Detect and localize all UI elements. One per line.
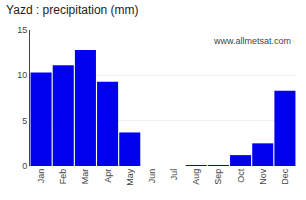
svg-text:0: 0 xyxy=(22,161,27,171)
svg-text:Feb: Feb xyxy=(58,169,68,185)
svg-text:May: May xyxy=(125,168,135,186)
svg-text:Aug: Aug xyxy=(191,169,201,185)
svg-text:Yazd : precipitation (mm): Yazd : precipitation (mm) xyxy=(6,3,139,17)
svg-text:Nov: Nov xyxy=(258,168,268,185)
svg-text:Apr: Apr xyxy=(103,169,113,183)
svg-text:Oct: Oct xyxy=(236,168,246,183)
svg-text:Jul: Jul xyxy=(169,169,179,181)
svg-text:www.allmetsat.com: www.allmetsat.com xyxy=(213,36,291,46)
svg-text:Sep: Sep xyxy=(213,169,223,185)
svg-text:Jan: Jan xyxy=(36,169,46,184)
svg-text:Dec: Dec xyxy=(280,168,290,185)
svg-text:15: 15 xyxy=(17,25,27,35)
svg-text:Jun: Jun xyxy=(147,169,157,184)
svg-text:5: 5 xyxy=(22,116,27,126)
svg-text:Mar: Mar xyxy=(80,169,90,185)
svg-text:10: 10 xyxy=(17,70,27,80)
